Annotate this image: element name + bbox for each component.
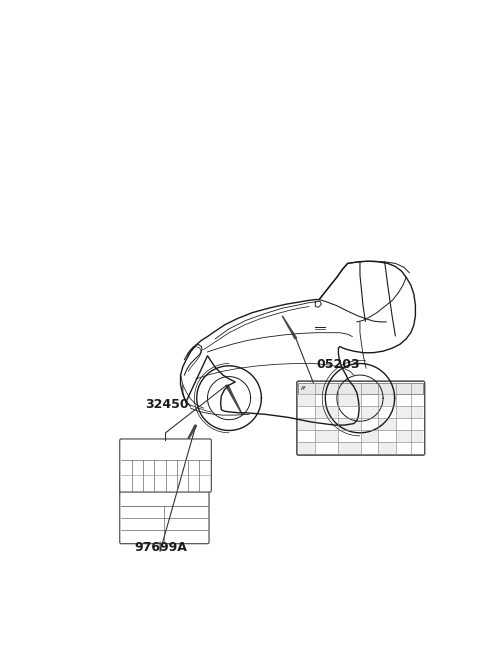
- Bar: [396, 406, 423, 418]
- Bar: [378, 418, 396, 430]
- Text: 97699A: 97699A: [135, 542, 188, 555]
- Polygon shape: [181, 424, 197, 450]
- Bar: [299, 383, 423, 394]
- Text: 32450: 32450: [145, 398, 189, 411]
- Bar: [299, 394, 314, 406]
- Bar: [314, 406, 338, 418]
- Bar: [396, 430, 423, 441]
- Bar: [378, 441, 396, 454]
- FancyBboxPatch shape: [120, 439, 211, 492]
- Bar: [299, 418, 314, 430]
- Bar: [338, 418, 361, 430]
- Bar: [338, 441, 361, 454]
- FancyBboxPatch shape: [297, 381, 425, 455]
- Bar: [314, 430, 338, 441]
- FancyBboxPatch shape: [120, 477, 209, 544]
- Bar: [361, 430, 378, 441]
- Bar: [299, 441, 314, 454]
- Bar: [378, 394, 396, 406]
- Bar: [338, 394, 361, 406]
- Bar: [361, 406, 378, 418]
- Text: A*: A*: [300, 386, 307, 391]
- Polygon shape: [225, 384, 243, 415]
- Polygon shape: [282, 315, 298, 340]
- Text: 05203: 05203: [317, 358, 360, 371]
